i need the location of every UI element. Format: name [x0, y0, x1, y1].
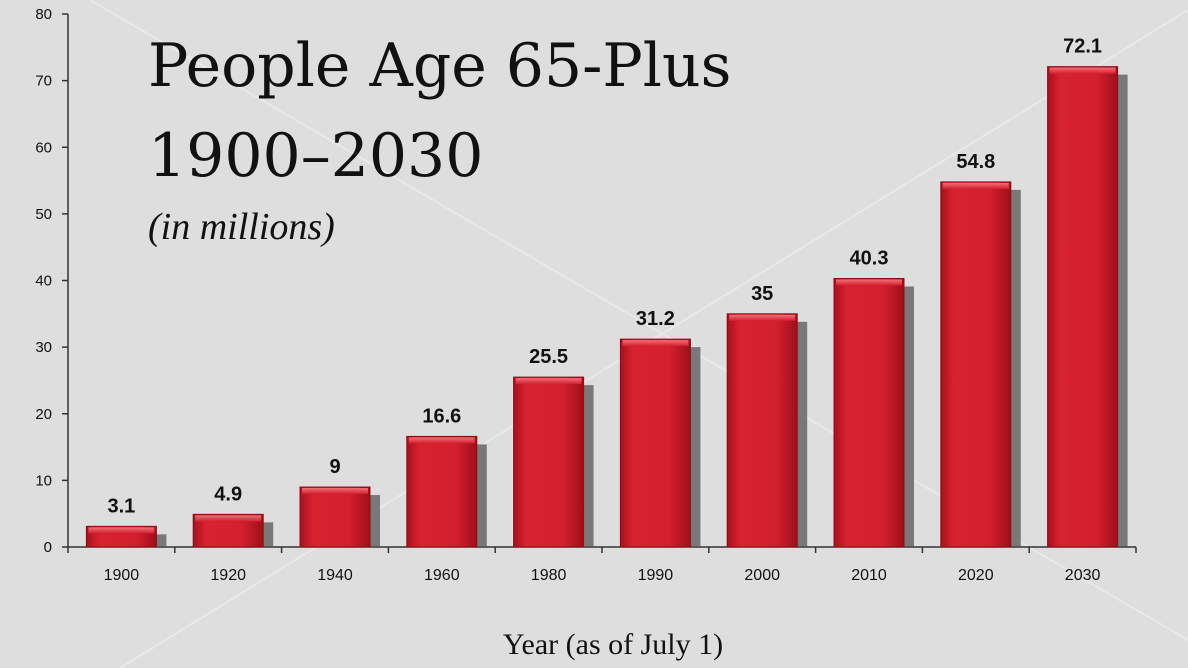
bar-1980	[513, 376, 585, 548]
data-label-1920: 4.9	[214, 483, 242, 505]
bar-1990	[619, 338, 691, 548]
bar-highlight	[1049, 67, 1116, 74]
data-label-2010: 40.3	[850, 248, 889, 270]
bar-highlight	[622, 340, 689, 347]
data-label-1940: 9	[329, 456, 340, 478]
x-tick-label: 2000	[744, 567, 780, 584]
bar-highlight	[195, 515, 262, 522]
bar-2020	[940, 181, 1012, 548]
y-tick-label: 60	[35, 139, 52, 156]
y-tick-label: 0	[44, 539, 52, 556]
x-tick-label: 1960	[424, 567, 460, 584]
bar-highlight	[515, 378, 582, 385]
y-tick-label: 80	[35, 6, 52, 23]
bar-2010	[833, 278, 905, 548]
y-tick-label: 10	[35, 472, 52, 489]
x-axis-label: Year (as of July 1)	[503, 628, 723, 661]
bar-highlight	[88, 527, 155, 534]
x-tick-label: 1980	[531, 567, 567, 584]
chart-title-line2: 1900–2030	[148, 121, 483, 191]
data-labels-group: 3.1 4.9 9 16.6 25.5 31.2 35 40.3 54.8 72.1	[107, 36, 1102, 518]
data-label-1960: 16.6	[422, 405, 461, 427]
x-tick-label: 1990	[638, 567, 674, 584]
y-tick-label: 50	[35, 206, 52, 223]
y-tick-label: 30	[35, 339, 52, 356]
x-tick-label: 2010	[851, 567, 887, 584]
bar-highlight	[942, 182, 1009, 189]
bar-2030	[1047, 66, 1119, 548]
x-tick-label: 1900	[104, 567, 140, 584]
chart-title-line1: People Age 65-Plus	[148, 31, 731, 101]
data-label-2020: 54.8	[956, 151, 995, 173]
x-tick-label: 2030	[1065, 567, 1101, 584]
x-tick-label: 2020	[958, 567, 994, 584]
bar-highlight	[408, 437, 475, 444]
x-tick-label: 1920	[210, 567, 246, 584]
bar-highlight	[302, 488, 368, 495]
bar-highlight	[836, 279, 902, 286]
x-tick-label: 1940	[317, 567, 353, 584]
data-label-1980: 25.5	[529, 346, 568, 368]
y-tick-label: 40	[35, 273, 52, 290]
bar-1960	[406, 435, 478, 548]
x-axis-ticks: 1900 1920 1940 1960 1980 1990 2000 2010 2020 2030	[67, 547, 1137, 584]
data-label-2000: 35	[751, 283, 773, 305]
y-tick-label: 70	[35, 73, 52, 90]
bar-highlight	[729, 314, 796, 321]
bars-group	[85, 66, 1128, 548]
data-label-2030: 72.1	[1063, 36, 1102, 58]
data-label-1990: 31.2	[636, 308, 675, 330]
chart-subtitle: (in millions)	[148, 206, 335, 248]
y-tick-label: 20	[35, 406, 52, 423]
bar-1940	[299, 486, 371, 548]
y-axis-ticks: 0 10 20 30 40 50 60 70 80	[35, 6, 68, 556]
bar-2000	[726, 313, 798, 548]
data-label-1900: 3.1	[107, 495, 135, 517]
